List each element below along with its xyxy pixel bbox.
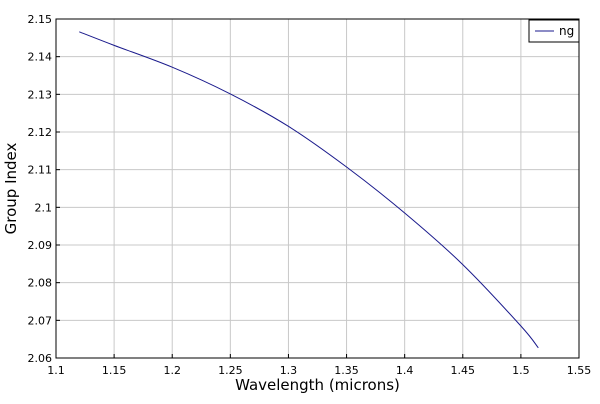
x-tick-label: 1.2 [163,364,181,377]
legend: ng [528,19,580,43]
x-tick-label: 1.55 [567,364,592,377]
x-tick-label: 1.5 [512,364,530,377]
plot-frame [55,18,580,359]
x-tick-label: 1.4 [396,364,414,377]
y-tick-label: 2.12 [28,126,53,139]
y-axis-label: Group Index [2,143,20,235]
y-tick-label: 2.07 [28,314,53,327]
y-tick-label: 2.14 [28,51,53,64]
series-line-ng [79,31,539,349]
series-layer [79,31,539,349]
x-tick-label: 1.25 [218,364,243,377]
x-tick-label: 1.1 [47,364,65,377]
axis-ticks: 1.1 1.15 1.2 1.25 1.3 1.35 1.4 1.45 1.5 1.55 2.06 2… [28,13,592,377]
legend-label-ng: ng [559,24,574,38]
x-tick-label: 1.45 [451,364,476,377]
grid [55,18,580,359]
x-tick-label: 1.35 [334,364,359,377]
x-tick-label: 1.3 [280,364,298,377]
y-tick-label: 2.13 [28,88,53,101]
y-tick-label: 2.1 [35,201,53,214]
x-axis-label: Wavelength (microns) [235,376,400,394]
y-tick-label: 2.06 [28,352,53,365]
y-tick-label: 2.11 [28,164,53,177]
y-tick-label: 2.08 [28,277,53,290]
y-tick-label: 2.15 [28,13,53,26]
x-tick-label: 1.15 [102,364,127,377]
y-tick-label: 2.09 [28,239,53,252]
